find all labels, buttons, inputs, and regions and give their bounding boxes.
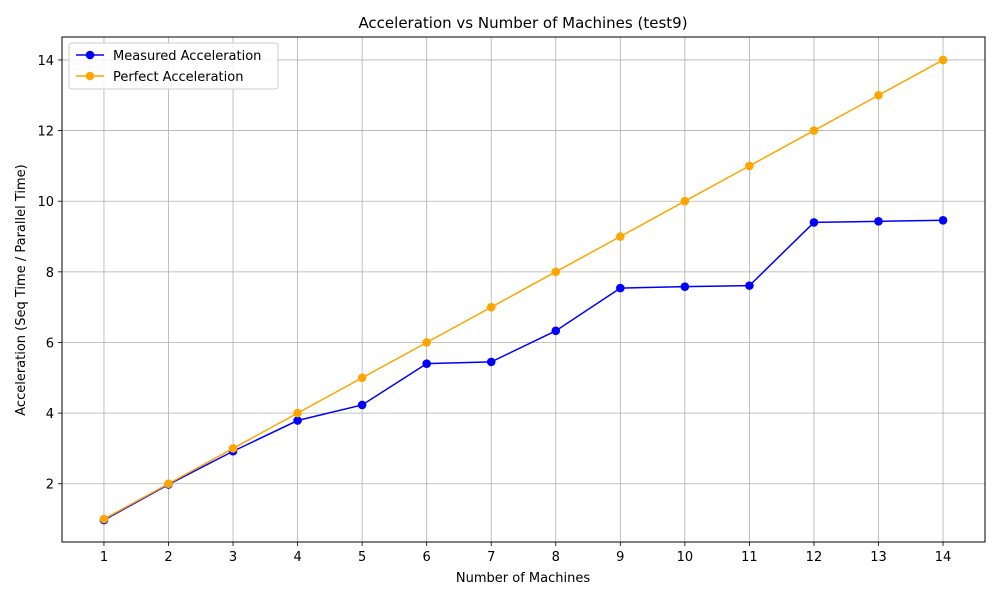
y-tick-label: 6: [46, 336, 54, 351]
legend-marker-perfect: [85, 71, 95, 81]
y-tick-label: 2: [46, 478, 54, 493]
data-point-perfect: [228, 444, 238, 453]
data-point-perfect: [486, 302, 496, 312]
x-tick-label: 7: [487, 550, 495, 565]
data-point-measured: [422, 359, 431, 368]
x-tick-label: 14: [935, 550, 952, 565]
legend-marker-measured: [85, 50, 95, 60]
x-tick-label: 13: [870, 550, 887, 565]
data-point-measured: [745, 281, 754, 290]
data-point-perfect: [938, 55, 948, 65]
x-tick-label: 8: [552, 550, 560, 565]
data-point-perfect: [680, 196, 690, 206]
x-tick-label: 12: [806, 550, 823, 565]
data-point-perfect: [616, 232, 625, 241]
data-point-perfect: [809, 126, 819, 135]
x-tick-label: 1: [100, 550, 108, 565]
y-axis-label: Acceleration (Seq Time / Parallel Time): [14, 164, 29, 415]
x-tick-label: 10: [677, 550, 694, 565]
data-point-perfect: [551, 267, 561, 277]
y-tick-label: 10: [37, 195, 54, 210]
plot-area-frame: [61, 36, 986, 543]
x-tick-label: 4: [293, 550, 301, 565]
data-point-perfect: [874, 90, 883, 100]
data-point-measured: [616, 283, 625, 293]
chart-title: Acceleration vs Number of Machines (test…: [358, 14, 687, 32]
data-point-measured: [293, 416, 302, 425]
data-point-perfect: [745, 161, 754, 171]
data-point-perfect: [293, 408, 302, 418]
data-point-measured: [874, 217, 883, 226]
data-point-perfect: [422, 338, 431, 347]
data-point-measured: [680, 282, 690, 291]
x-tick-label: 5: [358, 550, 366, 565]
y-tick-label: 4: [46, 407, 54, 422]
x-axis-label: Number of Machines: [456, 571, 590, 586]
series-layer: [99, 55, 948, 525]
data-point-perfect: [99, 514, 109, 524]
x-tick-label: 11: [741, 550, 758, 565]
x-tick-label: 6: [423, 550, 431, 565]
data-point-measured: [809, 218, 819, 227]
legend: Measured Acceleration Perfect Accelerati…: [68, 42, 279, 90]
data-point-measured: [357, 400, 367, 410]
series-line-measured: [103, 219, 944, 521]
x-tick-label: 3: [229, 550, 237, 565]
y-tick-label: 8: [46, 266, 54, 281]
data-point-measured: [551, 326, 561, 336]
data-point-measured: [938, 215, 948, 225]
legend-label-measured: Measured Acceleration: [113, 49, 261, 64]
series-line-perfect: [103, 59, 944, 520]
data-point-measured: [486, 357, 496, 367]
x-tick-label: 9: [616, 550, 624, 565]
data-point-perfect: [357, 373, 367, 383]
x-tick-label: 2: [164, 550, 172, 565]
legend-frame: [68, 42, 279, 90]
y-tick-label: 14: [37, 54, 54, 69]
grid-lines: [62, 37, 985, 542]
legend-label-perfect: Perfect Acceleration: [113, 70, 243, 85]
y-tick-label: 12: [37, 125, 54, 140]
data-point-perfect: [164, 479, 173, 489]
